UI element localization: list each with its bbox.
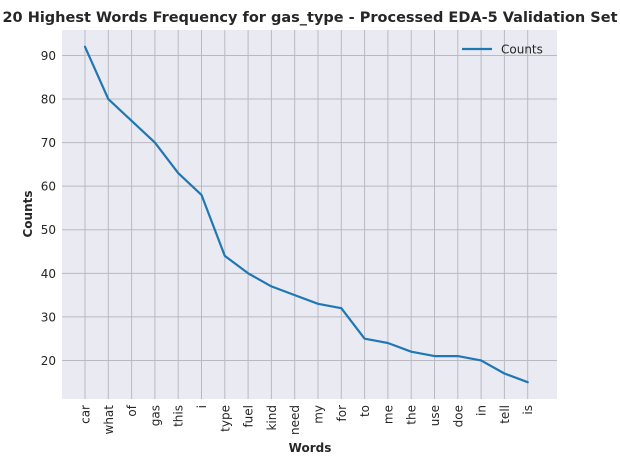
y-tick-label: 80 <box>41 93 56 107</box>
x-tick-label: tell <box>498 405 512 424</box>
series-layer <box>83 45 529 384</box>
x-tick-label: what <box>102 405 116 435</box>
x-tick-label: doe <box>451 405 465 427</box>
plot-area <box>62 30 557 399</box>
x-tick-label: me <box>381 405 395 424</box>
legend-label: Counts <box>501 43 543 57</box>
grid <box>62 30 557 399</box>
series-line-counts <box>83 45 529 384</box>
y-tick-label: 30 <box>41 310 56 324</box>
y-tick-label: 90 <box>41 49 56 63</box>
y-tick-label: 50 <box>41 223 56 237</box>
x-tick-label: to <box>358 405 372 417</box>
x-tick-label: of <box>125 404 139 416</box>
x-tick-label: use <box>428 405 442 426</box>
x-axis-ticks: car what of gas this i type fuel kind need my for to… <box>79 404 536 435</box>
x-tick-label: for <box>335 405 349 422</box>
x-axis-label: Words <box>289 441 332 455</box>
y-tick-label: 60 <box>41 180 56 194</box>
y-tick-label: 40 <box>41 267 56 281</box>
x-tick-label: gas <box>148 405 162 426</box>
x-tick-label: kind <box>265 405 279 431</box>
x-tick-label: fuel <box>242 405 256 428</box>
x-tick-label: the <box>405 405 419 425</box>
y-tick-label: 20 <box>41 354 56 368</box>
x-tick-label: type <box>218 405 232 432</box>
x-tick-label: car <box>79 405 93 424</box>
x-tick-label: i <box>195 405 209 408</box>
legend: Counts <box>462 43 543 57</box>
y-tick-label: 70 <box>41 136 56 150</box>
y-axis-ticks: 20 30 40 50 60 70 80 90 <box>41 49 56 368</box>
x-tick-label: is <box>521 405 535 415</box>
chart-title: 20 Highest Words Frequency for gas_type … <box>2 10 617 26</box>
x-tick-label: my <box>312 405 326 424</box>
x-tick-label: in <box>475 405 489 416</box>
x-tick-label: this <box>172 405 186 427</box>
y-axis-label: Counts <box>21 190 35 237</box>
x-tick-label: need <box>288 405 302 435</box>
